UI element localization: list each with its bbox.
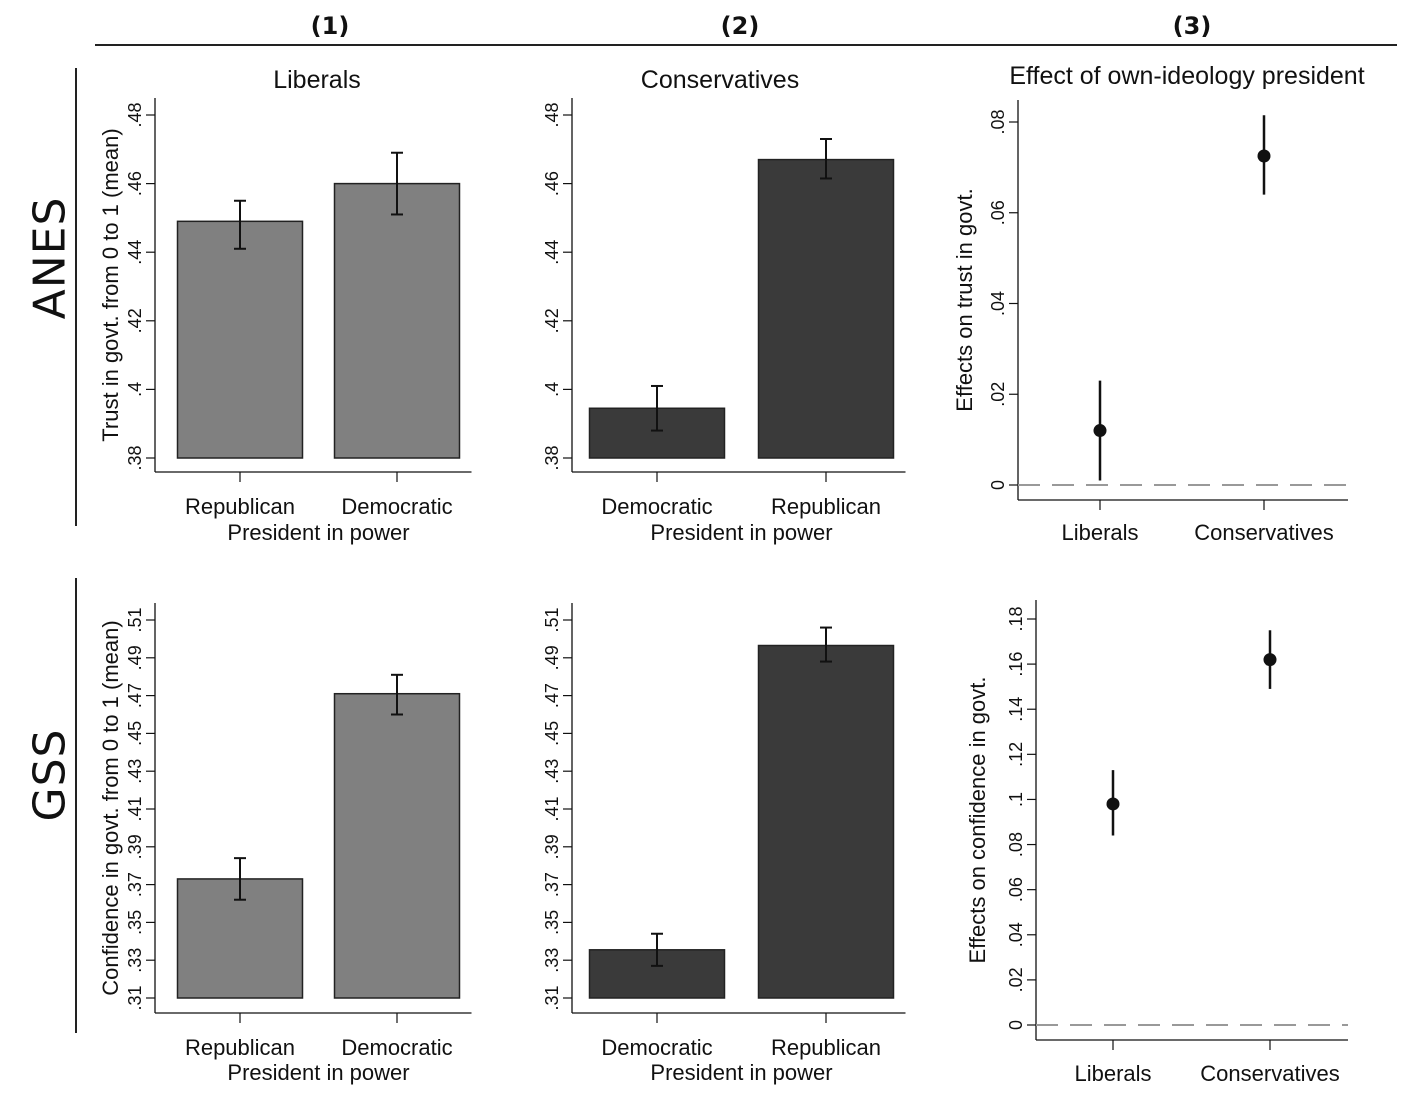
p5-y-tick-label: .51 — [542, 607, 562, 632]
p4-y-axis-title: Confidence in govt. from 0 to 1 (mean) — [98, 620, 123, 995]
p1-y-tick-label: .4 — [125, 382, 145, 397]
p5-y-tick-label: .33 — [542, 948, 562, 973]
p6-y-tick-label: .02 — [1006, 967, 1026, 992]
p3-point — [1257, 149, 1271, 163]
p2-y-tick-label: .42 — [542, 308, 562, 333]
header-rule — [95, 44, 1397, 46]
p2-bar — [757, 158, 895, 459]
p6-y-tick-label: .04 — [1006, 922, 1026, 947]
p6-y-tick-label: .18 — [1006, 606, 1026, 631]
p1-title: Liberals — [273, 66, 361, 94]
p6-y-tick-label: .1 — [1006, 792, 1026, 807]
p4-y-tick-label: .51 — [125, 607, 145, 632]
p5-y-tick-label: .43 — [542, 759, 562, 784]
p4-y-tick-label: .35 — [125, 910, 145, 935]
p3-category-label: Liberals — [1061, 520, 1138, 545]
p5-y-tick-label: .47 — [542, 683, 562, 708]
p3-y-tick-label: .08 — [988, 109, 1008, 134]
p6-y-tick-label: .06 — [1006, 877, 1026, 902]
p6-category-label: Conservatives — [1200, 1061, 1339, 1086]
p5-bar — [757, 644, 895, 999]
p2-x-axis-title: President in power — [650, 520, 832, 545]
p5-y-tick-label: .49 — [542, 645, 562, 670]
p5-y-tick-label: .45 — [542, 721, 562, 746]
p3-y-tick-label: .02 — [988, 382, 1008, 407]
p4-y-tick-label: .47 — [125, 683, 145, 708]
p1-bar — [176, 220, 304, 459]
p5-x-axis-title: President in power — [650, 1060, 832, 1085]
p2-y-tick-label: .38 — [542, 445, 562, 470]
p2-y-tick-label: .46 — [542, 171, 562, 196]
p6-y-tick-label: .14 — [1006, 697, 1026, 722]
p1-y-tick-label: .46 — [125, 171, 145, 196]
p3-category-label: Conservatives — [1194, 520, 1333, 545]
p5-category-label: Republican — [771, 1035, 881, 1060]
p6-y-tick-label: 0 — [1006, 1020, 1026, 1030]
column-header-3: (3) — [1172, 12, 1212, 40]
p3-point — [1093, 424, 1107, 438]
p4-y-tick-label: .41 — [125, 796, 145, 821]
p1-y-axis-title: Trust in govt. from 0 to 1 (mean) — [98, 128, 123, 441]
p1-y-tick-label: .38 — [125, 445, 145, 470]
p4-bar — [333, 692, 461, 999]
row-divider-anes — [75, 68, 77, 526]
p4-x-axis-title: President in power — [227, 1060, 409, 1085]
p4-y-tick-label: .31 — [125, 985, 145, 1010]
p1-category-label: Democratic — [341, 494, 452, 519]
p2-category-label: Democratic — [601, 494, 712, 519]
p1-category-label: Republican — [185, 494, 295, 519]
p4-y-tick-label: .49 — [125, 645, 145, 670]
p2-y-tick-label: .4 — [542, 382, 562, 397]
p4-category-label: Democratic — [341, 1035, 452, 1060]
p5-y-tick-label: .39 — [542, 834, 562, 859]
p6-category-label: Liberals — [1074, 1061, 1151, 1086]
p4-y-tick-label: .37 — [125, 872, 145, 897]
p3-title: Effect of own-ideology president — [1009, 62, 1364, 90]
p4-y-tick-label: .33 — [125, 948, 145, 973]
p1-y-tick-label: .44 — [125, 240, 145, 265]
p3-y-axis-title: Effects on trust in govt. — [952, 188, 977, 411]
p4-y-tick-label: .39 — [125, 834, 145, 859]
p3-y-tick-label: 0 — [988, 480, 1008, 490]
p6-point — [1106, 797, 1120, 811]
row-divider-gss — [75, 578, 77, 1033]
p6-y-axis-title: Effects on confidence in govt. — [965, 677, 990, 964]
p6-point — [1263, 653, 1277, 667]
p2-category-label: Republican — [771, 494, 881, 519]
p5-y-tick-label: .35 — [542, 910, 562, 935]
p6-y-tick-label: .16 — [1006, 652, 1026, 677]
p2-title: Conservatives — [641, 66, 799, 94]
p3-y-tick-label: .04 — [988, 291, 1008, 316]
p5-y-tick-label: .31 — [542, 985, 562, 1010]
p1-x-axis-title: President in power — [227, 520, 409, 545]
p2-y-tick-label: .48 — [542, 102, 562, 127]
p5-category-label: Democratic — [601, 1035, 712, 1060]
p2-y-tick-label: .44 — [542, 240, 562, 265]
p1-bar — [333, 182, 461, 459]
p4-y-tick-label: .43 — [125, 759, 145, 784]
p1-y-tick-label: .48 — [125, 102, 145, 127]
p6-y-tick-label: .08 — [1006, 832, 1026, 857]
p3-y-tick-label: .06 — [988, 200, 1008, 225]
column-header-1: (1) — [310, 12, 350, 40]
p4-y-tick-label: .45 — [125, 721, 145, 746]
column-header-2: (2) — [720, 12, 760, 40]
p5-y-tick-label: .37 — [542, 872, 562, 897]
p5-y-tick-label: .41 — [542, 796, 562, 821]
p4-category-label: Republican — [185, 1035, 295, 1060]
p1-y-tick-label: .42 — [125, 308, 145, 333]
p6-y-tick-label: .12 — [1006, 742, 1026, 767]
